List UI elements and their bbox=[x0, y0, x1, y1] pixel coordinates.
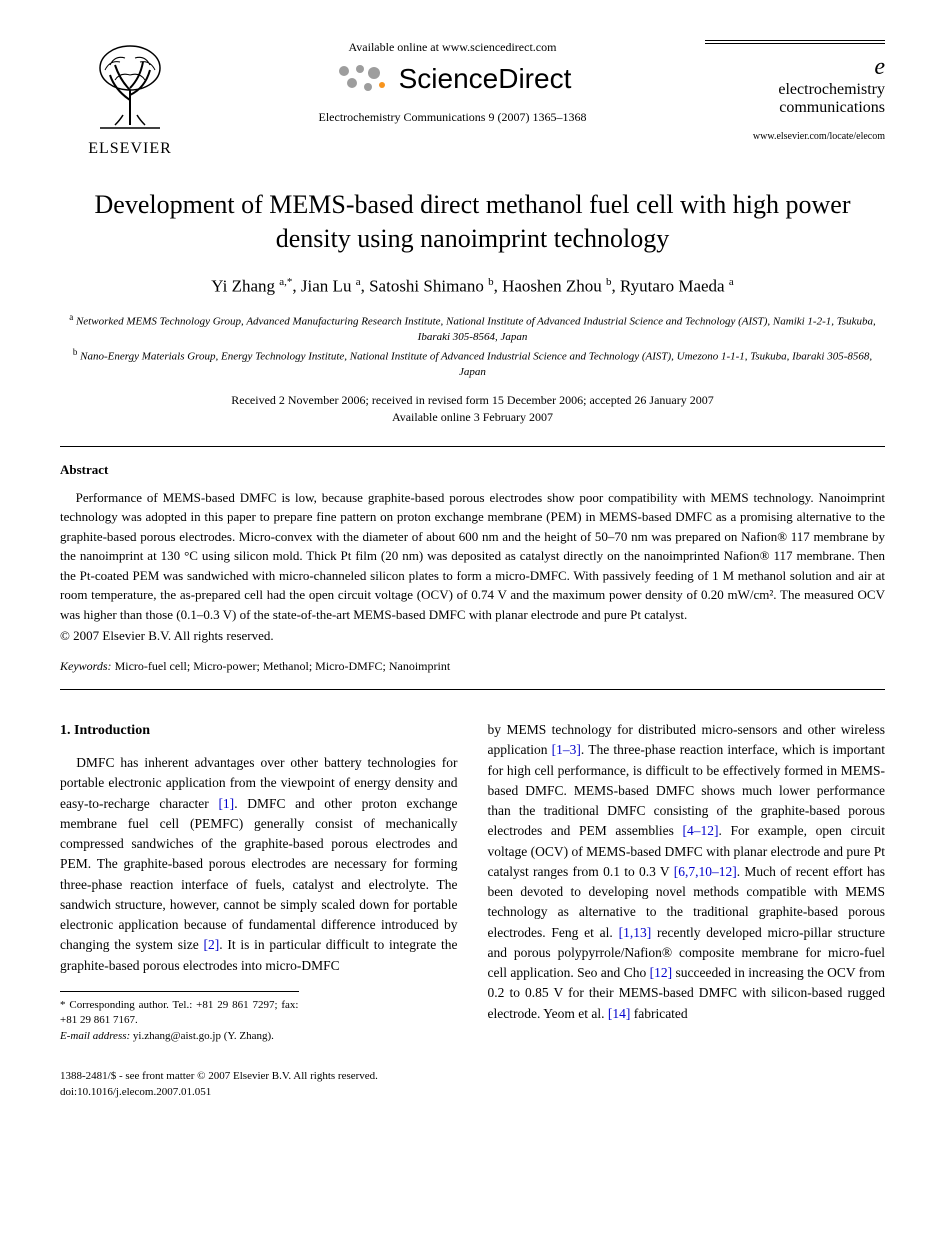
elsevier-logo: ELSEVIER bbox=[60, 40, 200, 158]
journal-brand-line2: communications bbox=[705, 99, 885, 117]
intro-para-2: by MEMS technology for distributed micro… bbox=[488, 720, 886, 1024]
footer-meta: 1388-2481/$ - see front matter © 2007 El… bbox=[60, 1069, 885, 1100]
header-block: ELSEVIER Available online at www.science… bbox=[60, 40, 885, 158]
abstract-copyright: © 2007 Elsevier B.V. All rights reserved… bbox=[60, 628, 885, 644]
elsevier-name: ELSEVIER bbox=[60, 140, 200, 158]
dates-received: Received 2 November 2006; received in re… bbox=[60, 392, 885, 409]
header-center: Available online at www.sciencedirect.co… bbox=[220, 40, 685, 125]
elsevier-tree-icon bbox=[85, 40, 175, 130]
affiliation-b: b Nano-Energy Materials Group, Energy Te… bbox=[60, 346, 885, 380]
sciencedirect-text: ScienceDirect bbox=[399, 63, 572, 95]
corresponding-author: * Corresponding author. Tel.: +81 29 861… bbox=[60, 998, 299, 1029]
divider bbox=[60, 689, 885, 690]
journal-brand-line1: electrochemistry bbox=[705, 81, 885, 99]
introduction-heading: 1. Introduction bbox=[60, 720, 458, 741]
affiliation-a: a Networked MEMS Technology Group, Advan… bbox=[60, 311, 885, 345]
divider bbox=[60, 446, 885, 447]
footer-issn: 1388-2481/$ - see front matter © 2007 El… bbox=[60, 1069, 885, 1084]
journal-brand-e: e bbox=[705, 54, 885, 81]
abstract-text: Performance of MEMS-based DMFC is low, b… bbox=[60, 488, 885, 625]
journal-brand: e electrochemistry communications www.el… bbox=[705, 40, 885, 142]
journal-url: www.elsevier.com/locate/elecom bbox=[705, 131, 885, 142]
sciencedirect-logo: ScienceDirect bbox=[220, 63, 685, 95]
keywords: Keywords: Micro-fuel cell; Micro-power; … bbox=[60, 659, 885, 674]
intro-para-1: DMFC has inherent advantages over other … bbox=[60, 753, 458, 976]
article-dates: Received 2 November 2006; received in re… bbox=[60, 392, 885, 426]
abstract-heading: Abstract bbox=[60, 462, 885, 478]
journal-reference: Electrochemistry Communications 9 (2007)… bbox=[220, 110, 685, 125]
authors: Yi Zhang a,*, Jian Lu a, Satoshi Shimano… bbox=[60, 276, 885, 297]
footer-doi: doi:10.1016/j.elecom.2007.01.051 bbox=[60, 1085, 885, 1100]
dates-online: Available online 3 February 2007 bbox=[60, 409, 885, 426]
affiliations: a Networked MEMS Technology Group, Advan… bbox=[60, 311, 885, 380]
keywords-text: Micro-fuel cell; Micro-power; Methanol; … bbox=[112, 659, 451, 673]
keywords-label: Keywords: bbox=[60, 659, 112, 673]
article-title: Development of MEMS-based direct methano… bbox=[60, 188, 885, 256]
sciencedirect-dots-icon bbox=[334, 63, 389, 95]
body-columns: 1. Introduction DMFC has inherent advant… bbox=[60, 720, 885, 1044]
email-line: E-mail address: yi.zhang@aist.go.jp (Y. … bbox=[60, 1029, 299, 1044]
available-online-text: Available online at www.sciencedirect.co… bbox=[220, 40, 685, 55]
footnote-block: * Corresponding author. Tel.: +81 29 861… bbox=[60, 991, 299, 1044]
